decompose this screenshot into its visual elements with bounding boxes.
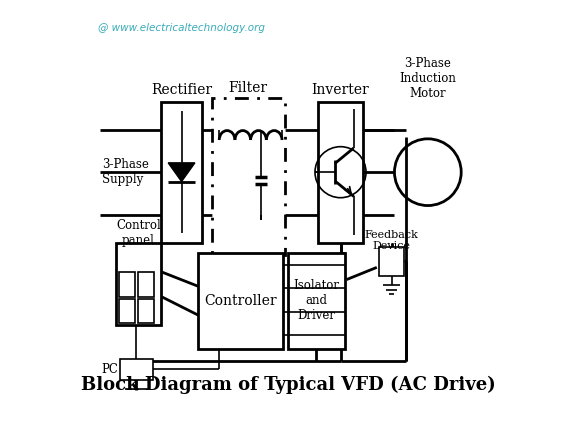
Text: Block Diagram of Typical VFD (AC Drive): Block Diagram of Typical VFD (AC Drive) xyxy=(81,376,496,394)
Text: Filter: Filter xyxy=(228,81,268,95)
Bar xyxy=(138,272,153,297)
Bar xyxy=(198,253,283,349)
Polygon shape xyxy=(168,163,195,182)
Bar xyxy=(138,299,153,323)
Text: Control
panel: Control panel xyxy=(116,219,161,247)
Bar xyxy=(288,253,344,349)
Text: Rectifier: Rectifier xyxy=(151,83,212,97)
Bar xyxy=(379,247,404,276)
Bar xyxy=(119,299,135,323)
Bar xyxy=(318,101,363,243)
Bar xyxy=(116,243,161,325)
Bar xyxy=(161,101,202,243)
Text: 3-Phase
Induction
Motor: 3-Phase Induction Motor xyxy=(399,56,456,100)
Text: 3-Phase
Supply: 3-Phase Supply xyxy=(102,158,149,186)
Text: Inverter: Inverter xyxy=(312,83,369,97)
Text: @ www.electricaltechnology.org: @ www.electricaltechnology.org xyxy=(98,23,265,33)
Text: Feedback
Device: Feedback Device xyxy=(365,230,418,251)
Bar xyxy=(212,97,284,254)
Bar xyxy=(120,359,153,380)
Bar xyxy=(119,272,135,297)
Text: Isolator
and
Driver: Isolator and Driver xyxy=(293,279,339,322)
Text: Controller: Controller xyxy=(204,294,277,308)
Text: PC: PC xyxy=(101,363,118,376)
